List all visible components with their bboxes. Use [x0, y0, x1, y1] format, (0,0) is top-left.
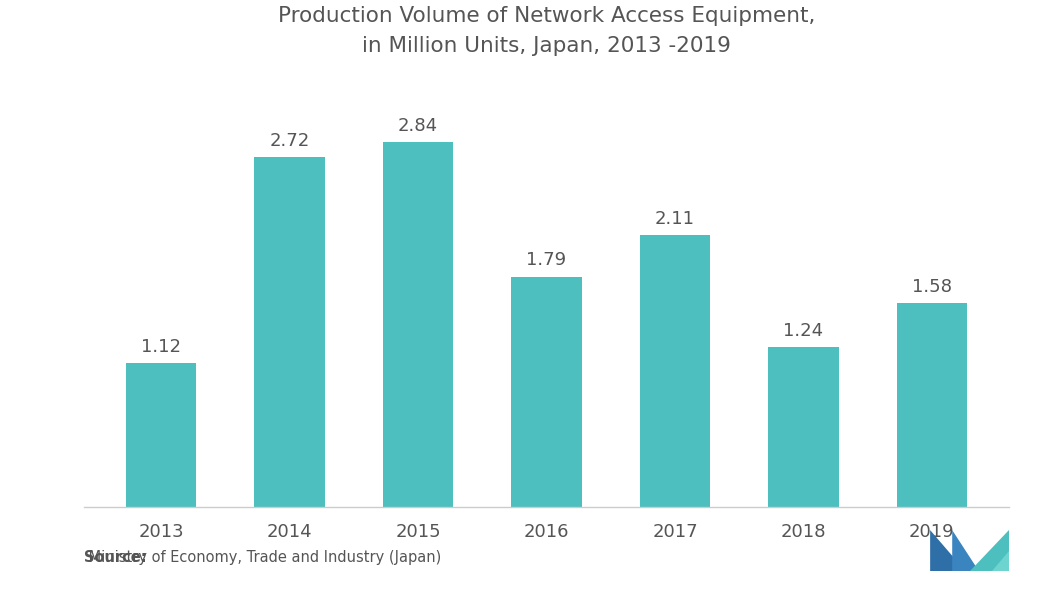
Text: 2.72: 2.72: [269, 132, 310, 150]
Text: 1.79: 1.79: [527, 252, 566, 269]
Bar: [383, 141, 453, 507]
Bar: [511, 276, 582, 507]
Title: Production Volume of Network Access Equipment,
in Million Units, Japan, 2013 -20: Production Volume of Network Access Equi…: [277, 6, 816, 56]
Text: 1.24: 1.24: [783, 322, 824, 340]
Text: 2.11: 2.11: [655, 210, 695, 229]
Bar: [897, 303, 967, 507]
Polygon shape: [969, 530, 1009, 571]
Polygon shape: [952, 530, 980, 571]
Text: Ministry of Economy, Trade and Industry (Japan): Ministry of Economy, Trade and Industry …: [84, 551, 441, 565]
Bar: [254, 157, 325, 507]
Polygon shape: [992, 551, 1009, 571]
Bar: [768, 347, 839, 507]
Bar: [640, 236, 710, 507]
Polygon shape: [930, 530, 966, 571]
Text: 1.58: 1.58: [912, 279, 952, 296]
Text: 2.84: 2.84: [398, 117, 438, 134]
Bar: [126, 363, 197, 507]
Text: 1.12: 1.12: [141, 337, 181, 356]
Text: Source:: Source:: [84, 551, 147, 565]
